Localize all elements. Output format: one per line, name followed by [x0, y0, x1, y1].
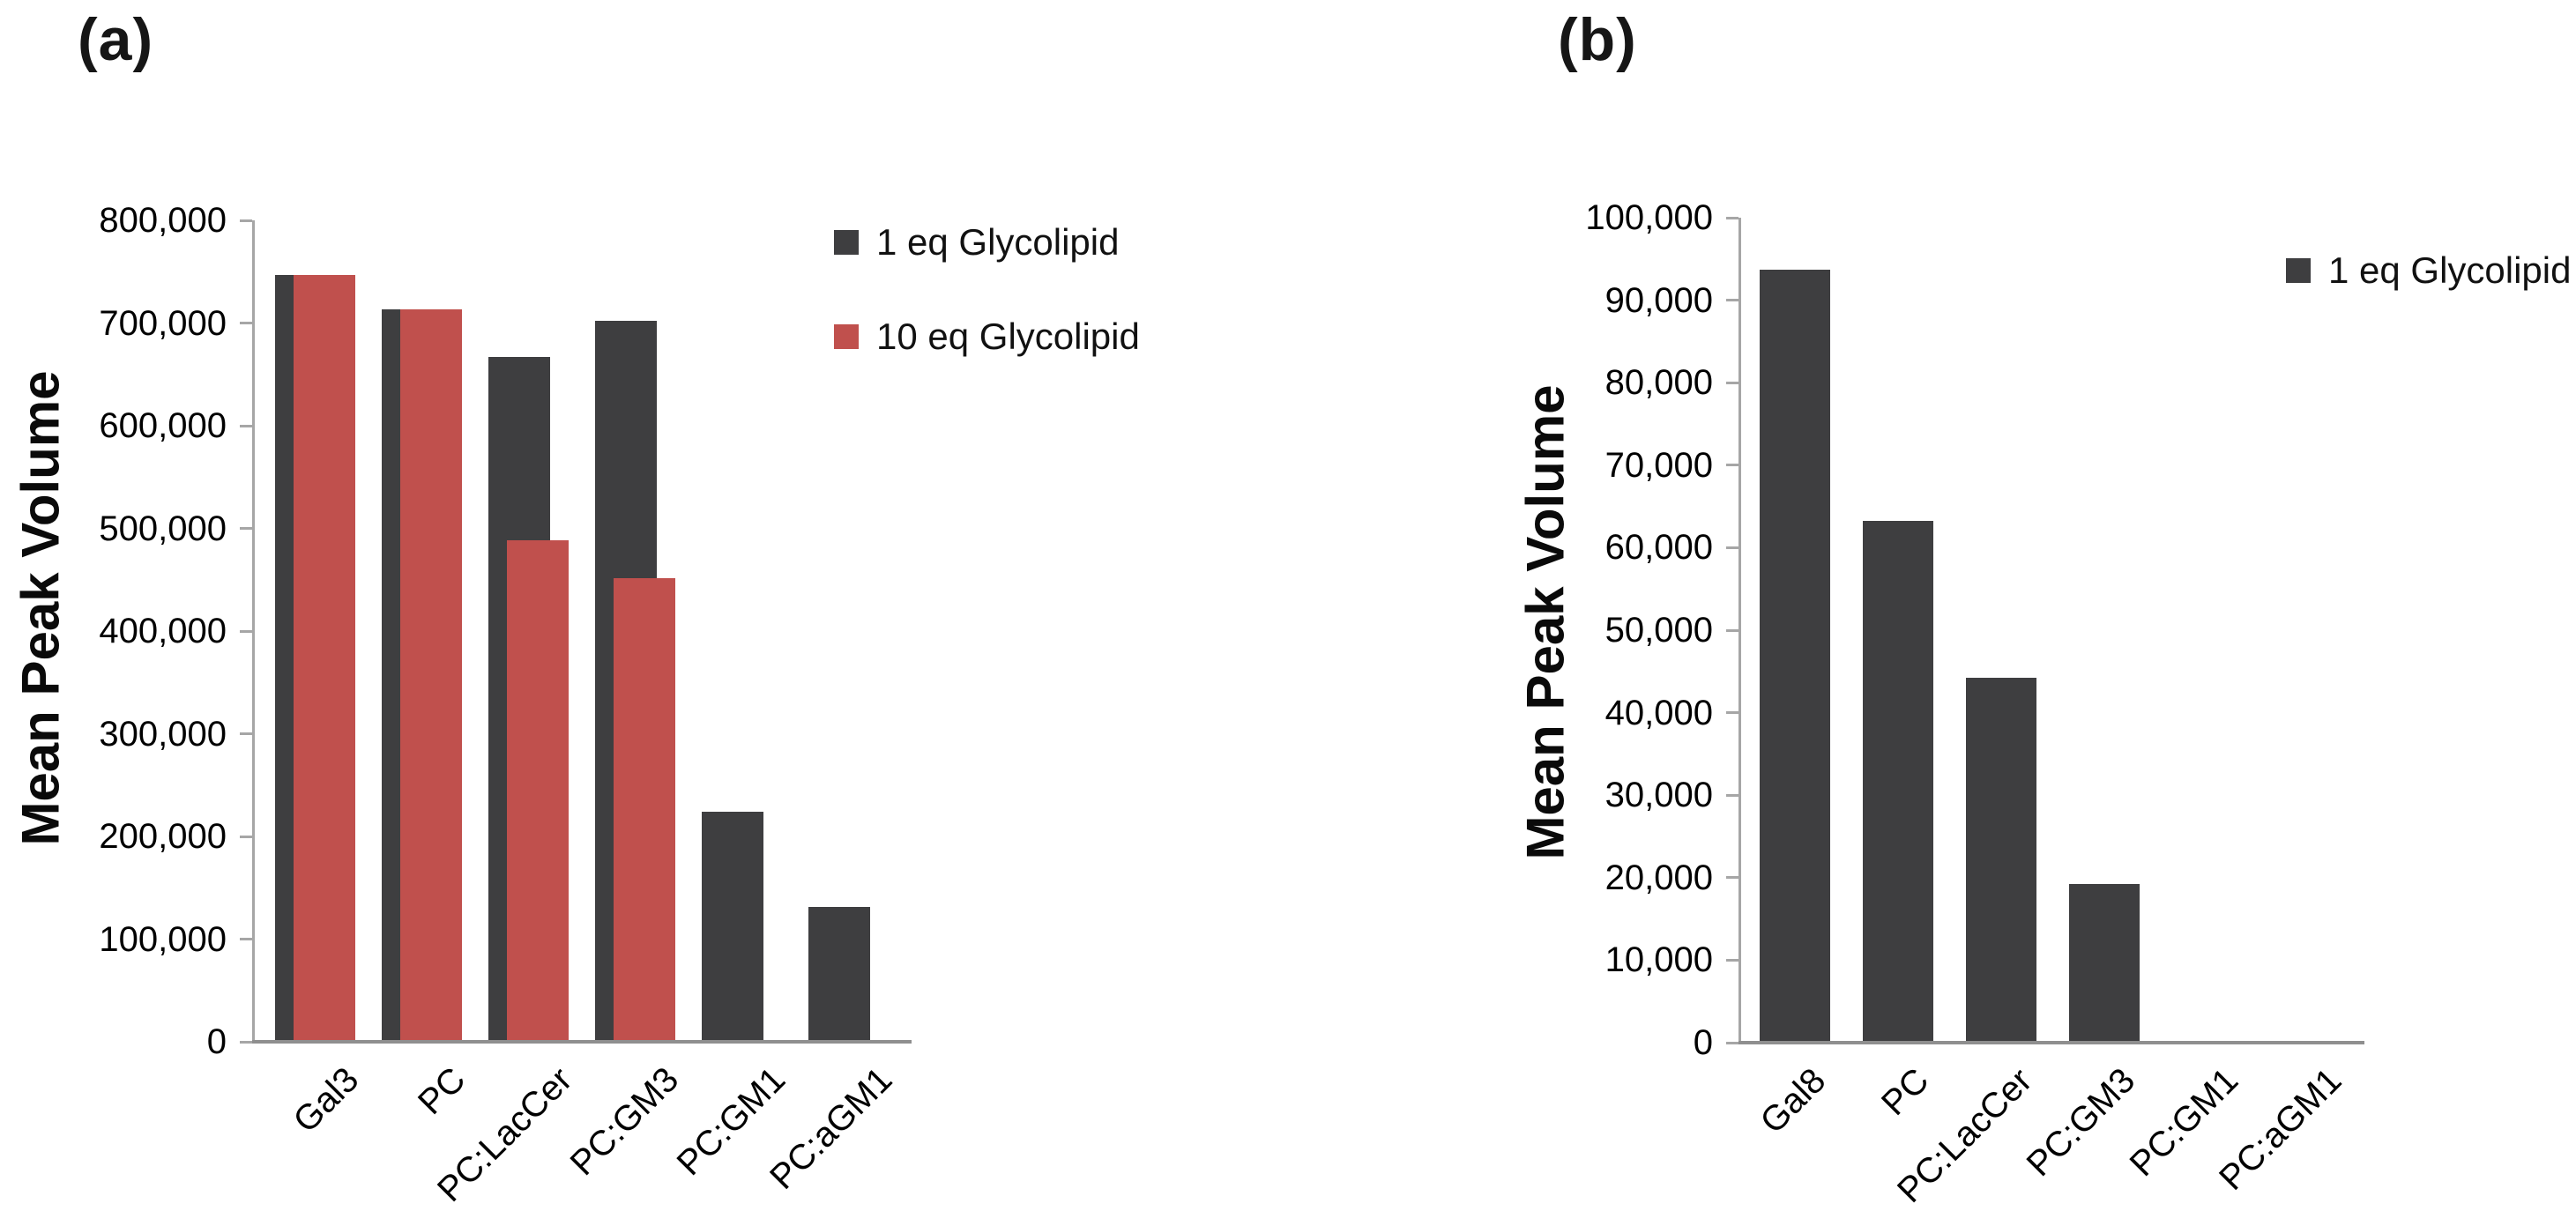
x-category-label: PC:GM3 [562, 1059, 687, 1184]
panel-b-label: (b) [1558, 6, 1637, 73]
x-axis-line [252, 1040, 912, 1044]
y-axis-tick [240, 1040, 252, 1044]
y-tick-label: 600,000 [99, 406, 227, 445]
panel-a: (a) Mean Peak Volume 0 100,000 200,000 300,… [0, 0, 1288, 1209]
legend-swatch-red-icon [834, 324, 859, 349]
y-axis-tick [240, 732, 252, 735]
legend-label-10eq: 10 eq Glycolipid [876, 316, 1140, 357]
bar-1-eq-glycolipid-PC:GM1 [702, 812, 763, 1040]
panel-b: (b) Mean Peak Volume 0 10,000 20,000 30,000… [1288, 0, 2576, 1210]
y-axis-tick [1726, 793, 1738, 797]
bar-1-eq-glycolipid-PC [1862, 521, 1933, 1041]
y-axis-tick [240, 527, 252, 530]
legend-item-10eq: 10 eq Glycolipid [834, 316, 1140, 357]
legend-item-1eq: 1 eq Glycolipid [2286, 249, 2572, 291]
y-axis-tick [240, 835, 252, 838]
panel-a-legend: 1 eq Glycolipid 10 eq Glycolipid [834, 221, 1140, 411]
legend-label-1eq: 1 eq Glycolipid [876, 221, 1120, 263]
y-tick-label: 80,000 [1604, 363, 1713, 403]
y-axis-line [1738, 218, 1741, 1043]
y-tick-label: 400,000 [99, 612, 227, 650]
y-tick-label: 800,000 [99, 201, 227, 240]
y-tick-label: 60,000 [1604, 528, 1713, 568]
y-tick-label: 0 [1693, 1023, 1713, 1062]
y-axis-tick [1726, 711, 1738, 715]
legend-swatch-dark-icon [2286, 258, 2311, 283]
y-axis-line [252, 220, 255, 1042]
legend-item-1eq: 1 eq Glycolipid [834, 221, 1140, 263]
y-tick-label: 40,000 [1604, 693, 1713, 732]
x-category-label: Gal8 [1753, 1060, 1834, 1141]
y-tick-label: 90,000 [1604, 280, 1713, 320]
bar-1-eq-glycolipid-Gal8 [1759, 270, 1830, 1041]
bar-10-eq-glycolipid-PC [400, 309, 462, 1040]
x-axis-line [1738, 1041, 2364, 1044]
y-axis-tick [1726, 381, 1738, 384]
y-axis-tick [1726, 876, 1738, 880]
y-axis-tick [1726, 958, 1738, 962]
y-tick-label: 700,000 [99, 303, 227, 343]
y-axis-tick [240, 629, 252, 633]
x-category-label: PC [410, 1059, 473, 1123]
y-axis-tick [1726, 546, 1738, 549]
y-tick-label: 100,000 [1585, 198, 1713, 237]
panel-b-legend: 1 eq Glycolipid [2286, 249, 2572, 345]
y-axis-tick [240, 219, 252, 222]
bar-10-eq-glycolipid-PC:LacCer [507, 540, 569, 1040]
y-axis-tick [1726, 1041, 1738, 1044]
panel-a-label: (a) [78, 6, 154, 73]
y-tick-label: 10,000 [1604, 940, 1713, 980]
y-axis-tick [1726, 464, 1738, 467]
y-tick-label: 500,000 [99, 509, 227, 548]
panel-b-plot-area: 0 10,000 20,000 30,000 40,000 50,000 60,000 70,… [1585, 198, 2364, 1210]
bar-10-eq-glycolipid-Gal3 [294, 275, 355, 1040]
y-axis-tick [240, 322, 252, 324]
panel-a-plot-area: 0 100,000 200,000 300,000 400,000 500,000 600,… [99, 201, 912, 1209]
x-category-label: Gal3 [286, 1059, 367, 1140]
y-axis-tick [240, 424, 252, 427]
bar-10-eq-glycolipid-PC:GM3 [614, 578, 675, 1040]
y-tick-label: 100,000 [99, 919, 227, 959]
y-tick-label: 70,000 [1604, 445, 1713, 485]
y-tick-label: 200,000 [99, 817, 227, 856]
legend-label-1eq: 1 eq Glycolipid [2328, 249, 2572, 291]
y-tick-label: 30,000 [1604, 776, 1713, 815]
legend-swatch-dark-icon [834, 230, 859, 255]
x-category-label: PC [1873, 1060, 1937, 1124]
y-tick-label: 300,000 [99, 714, 227, 754]
bar-1-eq-glycolipid-PC:LacCer [1965, 678, 2036, 1041]
y-axis-tick [1726, 628, 1738, 632]
x-category-label: PC:GM3 [2019, 1060, 2143, 1185]
y-tick-label: 50,000 [1604, 611, 1713, 650]
y-axis-tick [1726, 216, 1738, 219]
bar-1-eq-glycolipid-PC:aGM1 [808, 907, 870, 1040]
bar-1-eq-glycolipid-PC:GM3 [2068, 884, 2140, 1041]
y-tick-label: 20,000 [1604, 858, 1713, 897]
y-axis-tick [240, 938, 252, 940]
y-axis-tick [1726, 299, 1738, 302]
y-tick-label: 0 [206, 1022, 227, 1061]
